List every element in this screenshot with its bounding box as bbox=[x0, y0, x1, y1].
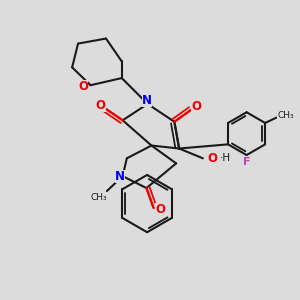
Text: N: N bbox=[142, 94, 152, 107]
Text: O: O bbox=[155, 203, 165, 216]
Text: CH₃: CH₃ bbox=[90, 193, 107, 202]
Text: ·H: ·H bbox=[220, 153, 231, 163]
Text: F: F bbox=[243, 157, 251, 166]
Text: O: O bbox=[191, 100, 201, 113]
Text: O: O bbox=[96, 99, 106, 112]
Text: O: O bbox=[78, 80, 88, 93]
Text: N: N bbox=[115, 170, 125, 183]
Text: CH₃: CH₃ bbox=[277, 111, 294, 120]
Text: O: O bbox=[207, 152, 218, 165]
